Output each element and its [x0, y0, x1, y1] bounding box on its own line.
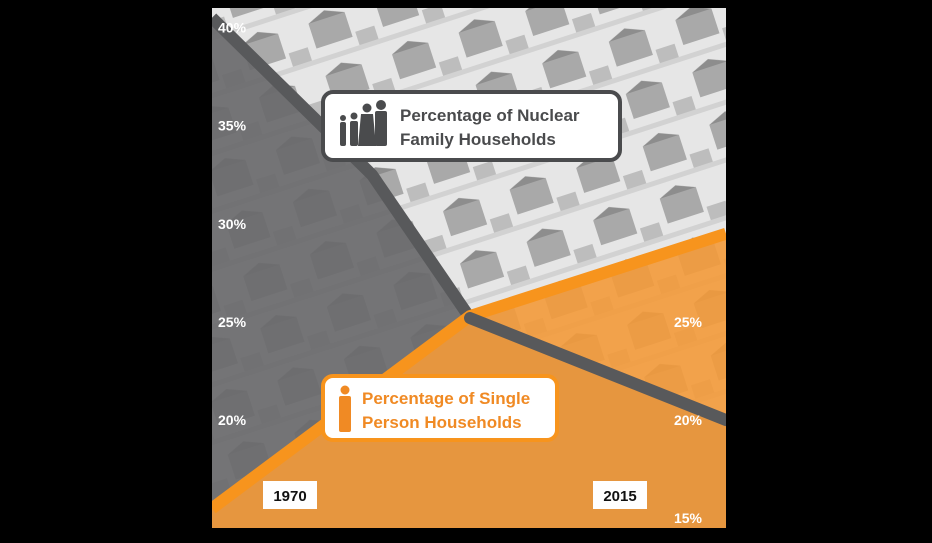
series-nuclear-line-upper: [464, 312, 726, 427]
legend-nuclear-line1: Percentage of Nuclear: [400, 106, 580, 125]
x-label-end-text: 2015: [603, 488, 636, 505]
y-tick-left: 35%: [218, 118, 247, 134]
legend-single-line1: Percentage of Single: [362, 389, 530, 408]
legend-nuclear: Percentage of Nuclear Family Households: [321, 90, 622, 162]
y-tick-right: 20%: [674, 412, 703, 428]
legend-nuclear-line2: Family Households: [400, 130, 556, 149]
y-tick-left: 25%: [218, 314, 247, 330]
x-label-start-text: 1970: [273, 488, 306, 505]
x-label-end: 2015: [593, 481, 647, 509]
y-tick-right: 25%: [674, 314, 703, 330]
family-icon: [340, 100, 387, 146]
legend-single-line2: Person Households: [362, 413, 522, 432]
y-tick-left: 40%: [218, 20, 247, 36]
person-icon: [339, 385, 351, 432]
legend-single: Percentage of Single Person Households: [321, 374, 559, 442]
y-tick-left: 20%: [218, 412, 247, 428]
y-tick-left: 30%: [218, 216, 247, 232]
x-label-start: 1970: [263, 481, 317, 509]
y-tick-right: 15%: [674, 510, 703, 526]
